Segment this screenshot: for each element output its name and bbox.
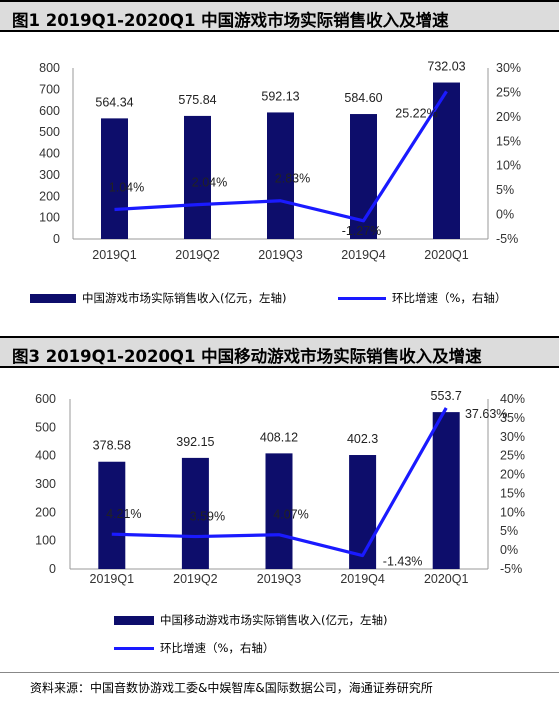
legend-line-swatch <box>338 296 386 300</box>
legend-bar-item: 中国游戏市场实际销售收入(亿元，左轴) <box>30 290 286 306</box>
x-tick-label: 2020Q1 <box>424 248 469 262</box>
y-left-tick-label: 100 <box>39 211 60 225</box>
source-text: 资料来源：中国音数协游戏工委&中娱智库&国际数据公司，海通证券研究所 <box>30 681 433 695</box>
bar-data-label: 378.58 <box>93 439 131 453</box>
legend-bar-item: 中国移动游戏市场实际销售收入(亿元，左轴) <box>114 612 387 628</box>
growth-line <box>114 90 448 223</box>
line-data-label: -1.27% <box>342 224 382 238</box>
line-data-label: 2.04% <box>192 176 227 190</box>
y-right-tick-label: 25% <box>496 85 521 99</box>
y-right-tick-label: 10% <box>500 505 525 519</box>
legend-line-swatch <box>114 646 154 650</box>
y-right-tick-label: 35% <box>500 411 525 425</box>
figure-title-bar: 图1 2019Q1-2020Q1 中国游戏市场实际销售收入及增速 <box>0 0 559 32</box>
y-right-tick-label: 20% <box>496 110 521 124</box>
y-right-tick-label: 30% <box>496 61 521 75</box>
x-tick-label: 2019Q4 <box>340 572 385 586</box>
x-tick-label: 2019Q2 <box>175 248 220 262</box>
line-data-label: 3.59% <box>190 510 225 524</box>
bar <box>98 461 126 569</box>
line-data-label: -1.43% <box>383 555 423 569</box>
y-right-tick-label: 5% <box>496 183 514 197</box>
growth-line <box>111 407 448 558</box>
y-right-tick-label: 0% <box>496 208 514 222</box>
bar-data-label: 732.03 <box>427 60 465 74</box>
bar <box>265 453 293 569</box>
y-left-tick-label: 600 <box>35 392 56 406</box>
x-tick-label: 2019Q2 <box>173 572 218 586</box>
y-right-tick-label: 20% <box>500 468 525 482</box>
legend-bar-swatch <box>114 615 154 625</box>
y-left-tick-label: 700 <box>39 82 60 96</box>
line-data-label: 37.63% <box>465 407 507 421</box>
bar-data-label: 564.34 <box>95 95 133 109</box>
x-tick-label: 2019Q3 <box>257 572 302 586</box>
figure-3: 图3 2019Q1-2020Q1 中国移动游戏市场实际销售收入及增速 0 100 2… <box>0 336 559 670</box>
x-tick-label: 2019Q1 <box>90 572 135 586</box>
line-data-label: 2.83% <box>275 172 310 186</box>
bar <box>433 82 460 239</box>
bar <box>101 118 128 239</box>
y-left-tick-label: 400 <box>39 147 60 161</box>
line-data-label: 4.07% <box>273 508 308 522</box>
y-right-tick-label: -5% <box>500 562 522 576</box>
y-right-tick-label: 5% <box>500 524 518 538</box>
x-tick-label: 2019Q3 <box>258 248 303 262</box>
y-left-tick-label: 300 <box>39 168 60 182</box>
y-right-tick-label: 0% <box>500 543 518 557</box>
bar-data-label: 584.60 <box>344 91 382 105</box>
line-data-label: 1.04% <box>109 180 144 194</box>
y-right-tick-label: 40% <box>500 392 525 406</box>
y-right-tick-label: 15% <box>500 486 525 500</box>
y-left-tick-label: 500 <box>35 420 56 434</box>
bar-data-label: 553.7 <box>431 389 462 403</box>
y-left-tick-label: 200 <box>39 189 60 203</box>
y-left-tick-label: 100 <box>35 534 56 548</box>
bar-data-label: 575.84 <box>178 93 216 107</box>
bar <box>181 457 209 569</box>
y-left-tick-label: 200 <box>35 505 56 519</box>
bar-data-label: 392.15 <box>176 435 214 449</box>
legend-line-label: 环比增速（%，右轴） <box>392 291 507 305</box>
legend-line-label: 环比增速（%，右轴） <box>160 641 275 655</box>
y-left-tick-label: 400 <box>35 449 56 463</box>
line-data-label: 4.21% <box>106 507 141 521</box>
legend-bar-label: 中国移动游戏市场实际销售收入(亿元，左轴) <box>160 613 388 627</box>
figure-title: 图1 2019Q1-2020Q1 中国游戏市场实际销售收入及增速 <box>12 11 449 30</box>
y-right-tick-label: 25% <box>500 449 525 463</box>
y-left-tick-label: 500 <box>39 125 60 139</box>
bar <box>349 455 377 569</box>
y-left-tick-label: 300 <box>35 477 56 491</box>
y-right-tick-label: 30% <box>500 430 525 444</box>
chart-3: 0 100 200 300 400 500 600 -5% 0% 5% 10% 15% 20% 25% 30… <box>35 389 525 586</box>
y-left-tick-label: 0 <box>53 232 60 246</box>
line-data-label: 25.22% <box>395 106 437 120</box>
y-right-tick-label: 15% <box>496 134 521 148</box>
bar-data-label: 592.13 <box>261 89 299 103</box>
x-tick-label: 2019Q1 <box>92 248 137 262</box>
source-note: 资料来源：中国音数协游戏工委&中娱智库&国际数据公司，海通证券研究所 <box>0 672 559 702</box>
bar-data-label: 408.12 <box>260 430 298 444</box>
x-tick-label: 2019Q4 <box>341 248 386 262</box>
y-left-tick-label: 0 <box>49 562 56 576</box>
legend-line-item: 环比增速（%，右轴） <box>114 640 274 656</box>
legend-line-item: 环比增速（%，右轴） <box>338 290 506 306</box>
y-right-tick-label: 10% <box>496 159 521 173</box>
y-right-tick-label: -5% <box>496 232 518 246</box>
bar-data-label: 402.3 <box>347 432 378 446</box>
bar <box>184 115 211 239</box>
chart-1: 0 100 200 300 400 500 600 700 800 -5% 0% 5% 10% 15% 20… <box>39 60 521 262</box>
y-left-tick-label: 600 <box>39 104 60 118</box>
figure-title: 图3 2019Q1-2020Q1 中国移动游戏市场实际销售收入及增速 <box>12 347 482 366</box>
figure-1: 图1 2019Q1-2020Q1 中国游戏市场实际销售收入及增速 0 100 200… <box>0 0 559 334</box>
legend-bar-swatch <box>30 293 76 303</box>
x-tick-label: 2020Q1 <box>424 572 469 586</box>
y-left-tick-label: 800 <box>39 61 60 75</box>
legend-bar-label: 中国游戏市场实际销售收入(亿元，左轴) <box>82 291 287 305</box>
bar <box>267 112 294 239</box>
bar <box>432 412 460 569</box>
figure-title-bar: 图3 2019Q1-2020Q1 中国移动游戏市场实际销售收入及增速 <box>0 336 559 368</box>
